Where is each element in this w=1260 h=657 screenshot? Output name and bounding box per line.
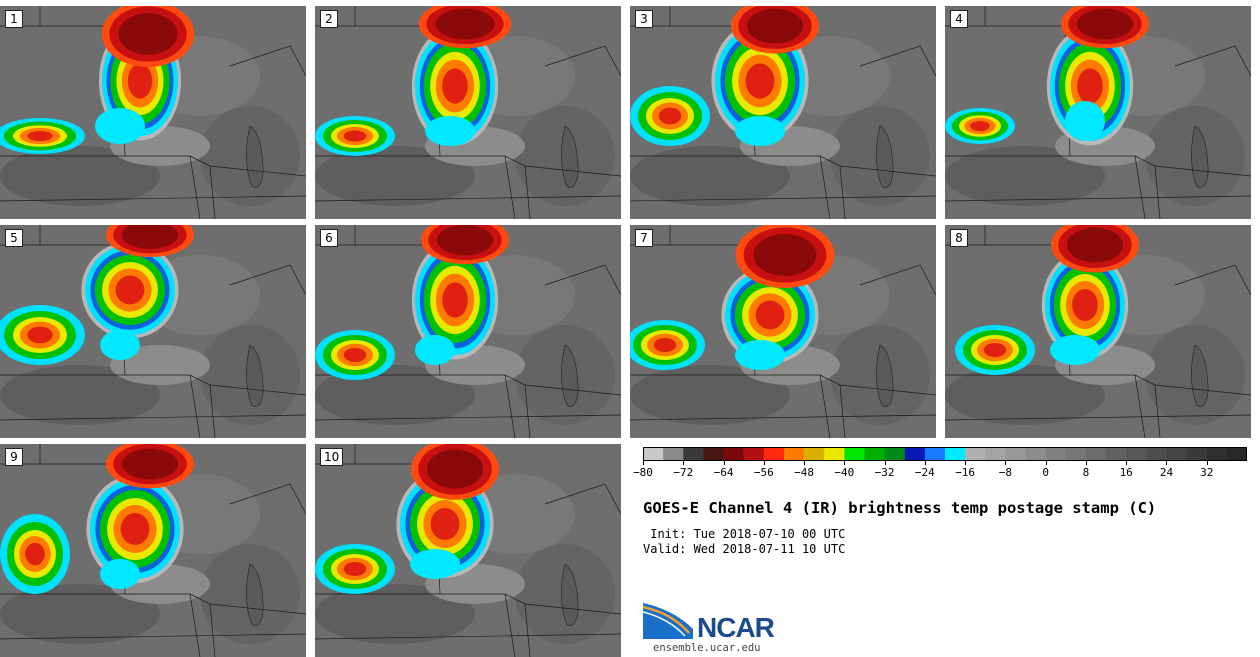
colorbar-swatch <box>703 447 725 461</box>
colorbar-swatch <box>924 447 946 461</box>
colorbar-swatch <box>743 447 765 461</box>
ir-map <box>0 444 306 657</box>
colorbar-tick-label: 16 <box>1119 466 1133 479</box>
colorbar-swatch <box>723 447 745 461</box>
panel-number: 1 <box>5 10 23 28</box>
map-panel-1: 1 <box>0 6 306 219</box>
panel-number: 2 <box>320 10 338 28</box>
colorbar-swatch <box>663 447 684 461</box>
colorbar-swatch <box>945 447 966 461</box>
map-panel-4: 4 <box>945 6 1251 219</box>
colorbar-tick <box>804 461 806 465</box>
ir-map <box>0 6 306 219</box>
colorbar-swatch <box>844 447 865 461</box>
logo-text: NCAR <box>697 612 775 643</box>
map-panel-7: 7 <box>630 225 936 438</box>
colorbar-tick <box>683 461 685 465</box>
colorbar-tick-label: −16 <box>955 466 976 479</box>
colorbar-swatch <box>763 447 785 461</box>
colorbar-tick <box>723 461 725 465</box>
colorbar <box>643 447 1247 461</box>
colorbar-swatch <box>965 447 986 461</box>
colorbar-tick-label: −8 <box>998 466 1013 479</box>
figure-title: GOES-E Channel 4 (IR) brightness temp po… <box>643 499 1157 517</box>
colorbar-swatch <box>783 447 805 461</box>
panel-number: 7 <box>635 229 653 247</box>
colorbar-swatch <box>884 447 906 461</box>
panel-number: 10 <box>320 448 344 466</box>
ncar-logo-icon <box>643 603 693 639</box>
colorbar-swatch <box>864 447 886 461</box>
colorbar-swatch <box>1226 447 1247 461</box>
colorbar-swatch <box>904 447 926 461</box>
ir-map <box>315 225 621 438</box>
map-panel-2: 2 <box>315 6 621 219</box>
panel-number: 8 <box>950 229 968 247</box>
map-panel-3: 3 <box>630 6 936 219</box>
panel-number: 9 <box>5 448 23 466</box>
ir-map <box>0 225 306 438</box>
ir-map <box>945 225 1251 438</box>
colorbar-swatch <box>1025 447 1047 461</box>
colorbar-tick-label: −32 <box>874 466 895 479</box>
colorbar-swatch <box>1186 447 1208 461</box>
colorbar-swatch <box>804 447 825 461</box>
colorbar-tick-label: −72 <box>673 466 694 479</box>
colorbar-swatch <box>1065 447 1087 461</box>
valid-time: Valid: Wed 2018-07-11 10 UTC <box>643 542 846 556</box>
colorbar-tick-label: 0 <box>1042 466 1049 479</box>
colorbar-tick-label: 24 <box>1159 466 1174 479</box>
colorbar-tick-label: 8 <box>1082 466 1090 479</box>
colorbar-tick <box>965 461 967 465</box>
panel-number: 4 <box>950 10 968 28</box>
colorbar-tick <box>1085 461 1087 465</box>
colorbar-tick-label: −80 <box>633 466 653 479</box>
colorbar-tick-label: −40 <box>834 466 855 479</box>
colorbar-swatch <box>1045 447 1067 461</box>
colorbar-swatch <box>683 447 704 461</box>
colorbar-swatch <box>1146 447 1167 461</box>
colorbar-tick-label: −48 <box>794 466 814 479</box>
colorbar-tick <box>884 461 886 465</box>
colorbar-swatch <box>1206 447 1228 461</box>
colorbar-tick <box>1005 461 1007 465</box>
colorbar-tick <box>924 461 926 465</box>
map-panel-9: 9 <box>0 444 306 657</box>
colorbar-tick <box>1166 461 1168 465</box>
colorbar-swatch <box>1005 447 1027 461</box>
colorbar-tick-label: −64 <box>713 466 734 479</box>
map-panel-8: 8 <box>945 225 1251 438</box>
ir-map <box>630 225 936 438</box>
logo-url[interactable]: ensemble.ucar.edu <box>653 642 761 654</box>
panel-number: 5 <box>5 229 23 247</box>
colorbar-tick-label: −56 <box>753 466 774 479</box>
colorbar-tick <box>643 461 644 465</box>
colorbar-swatch <box>643 447 664 461</box>
colorbar-swatch <box>1166 447 1188 461</box>
panel-number: 6 <box>320 229 338 247</box>
colorbar-tick <box>1045 461 1047 465</box>
panel-number: 3 <box>635 10 653 28</box>
colorbar-tick-label: 32 <box>1200 466 1214 479</box>
colorbar-swatch <box>1106 447 1127 461</box>
init-time: Init: Tue 2018-07-10 00 UTC <box>643 527 846 541</box>
map-panel-5: 5 <box>0 225 306 438</box>
colorbar-swatch <box>1085 447 1107 461</box>
colorbar-ticks: −80 −72 −64 −56 −48 −40 −32 −24 −16 −8 0 8 16 24 32 <box>633 461 1247 481</box>
colorbar-tick <box>1206 461 1208 465</box>
ir-map <box>315 6 621 219</box>
colorbar-tick <box>763 461 765 465</box>
ir-map <box>315 444 621 657</box>
ir-map <box>945 6 1251 219</box>
ir-map <box>630 6 936 219</box>
colorbar-tick <box>1126 461 1128 465</box>
map-panel-10: 10 <box>315 444 621 657</box>
colorbar-tick <box>844 461 846 465</box>
map-panel-6: 6 <box>315 225 621 438</box>
colorbar-tick-label: −24 <box>914 466 935 479</box>
colorbar-swatch <box>985 447 1006 461</box>
colorbar-swatch <box>824 447 845 461</box>
colorbar-swatch <box>1126 447 1147 461</box>
